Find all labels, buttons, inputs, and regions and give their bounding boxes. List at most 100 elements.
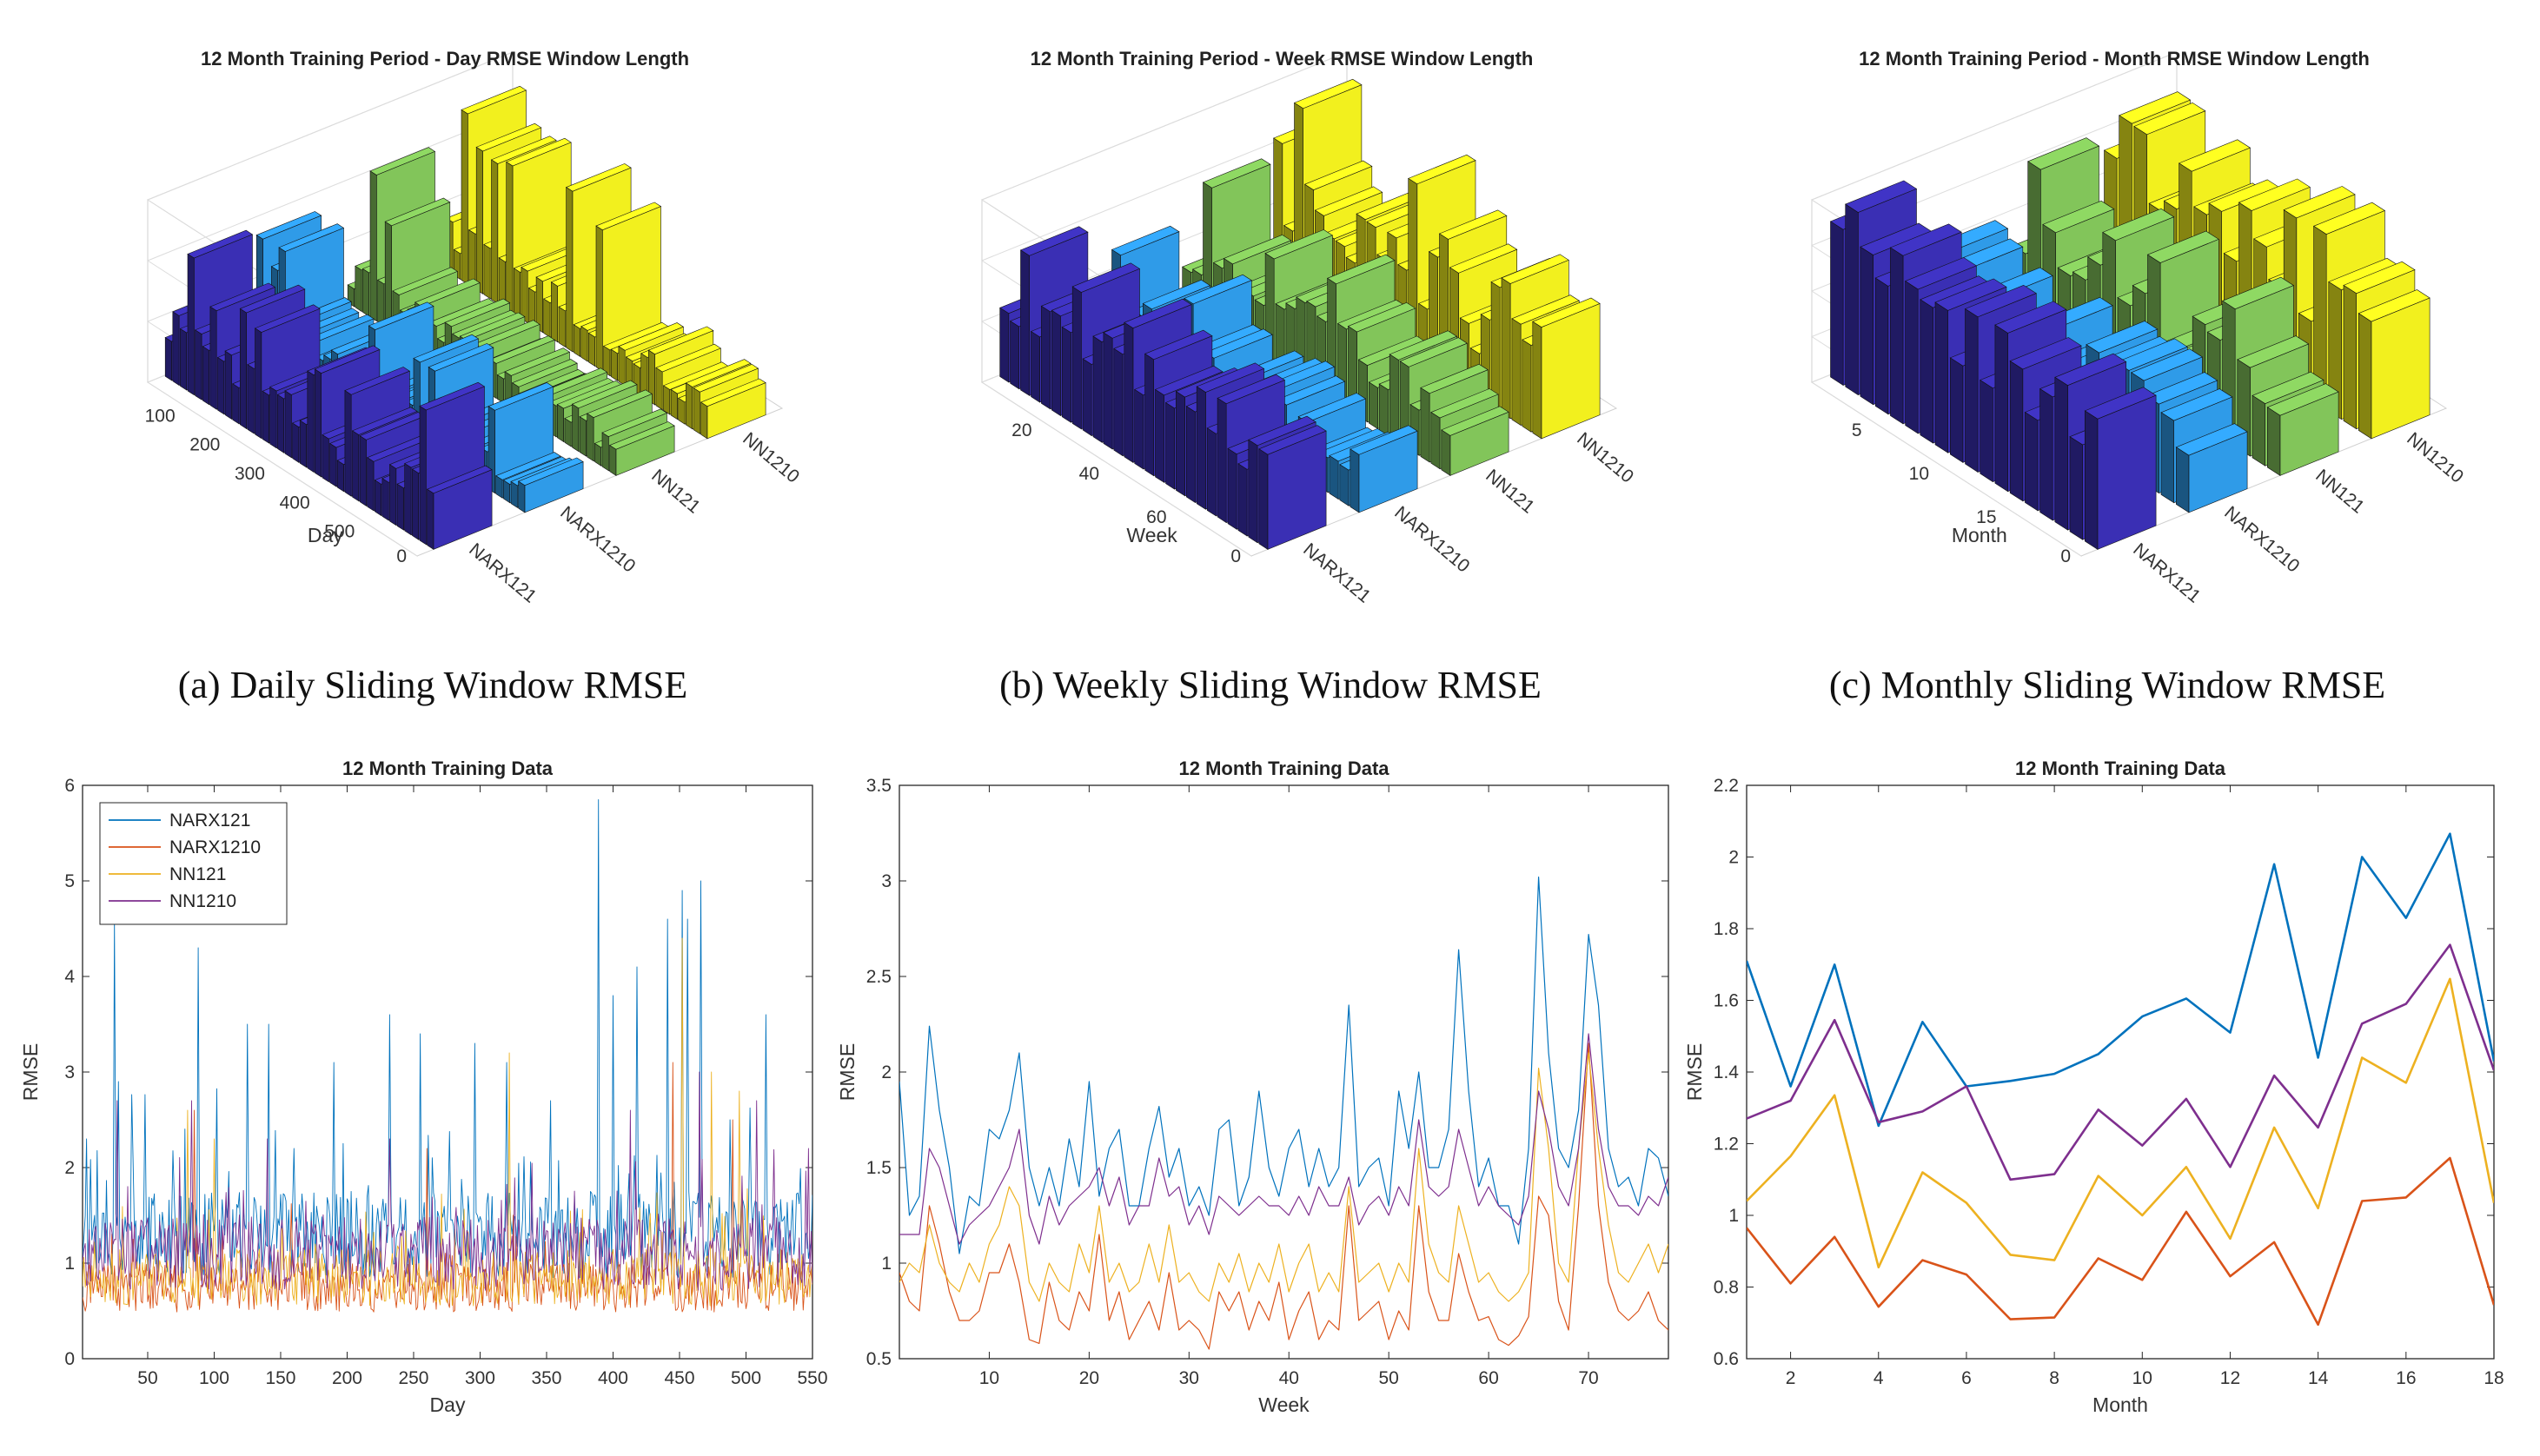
series-line-NARX1210 [1747, 1156, 2494, 1327]
bar [2266, 383, 2339, 476]
x-tick-label: 50 [137, 1368, 157, 1388]
bar [2358, 289, 2431, 440]
series-line-NARX1210 [83, 1062, 812, 1313]
x-tick-label: 14 [2308, 1368, 2329, 1388]
series-label: NARX121 [1299, 539, 1374, 607]
x-tick-label: 400 [280, 493, 310, 513]
z-tick-label: 0 [1230, 546, 1241, 566]
x-tick-label: 10 [2132, 1368, 2152, 1388]
x-tick-label: 40 [1079, 464, 1099, 484]
series-line-NN121 [83, 937, 812, 1307]
y-tick-label: 0.6 [1714, 1349, 1739, 1369]
series-label: NN1210 [1573, 428, 1637, 486]
series-label: NARX1210 [556, 502, 639, 576]
y-axis-label: RMSE [19, 1043, 42, 1101]
y-axis-label: RMSE [836, 1043, 859, 1101]
y-tick-label: 2.5 [866, 967, 892, 987]
x-tick-label: 100 [145, 406, 176, 426]
legend-entry: NN1210 [169, 891, 236, 911]
x-tick-label: 30 [1179, 1368, 1199, 1388]
caption-b: (b) Weekly Sliding Window RMSE [999, 664, 1542, 706]
series-label: NN121 [647, 466, 704, 518]
x-tick-label: 10 [1909, 464, 1929, 484]
x-tick-label: 100 [199, 1368, 229, 1388]
z-tick-label: 0 [396, 546, 407, 566]
x-tick-label: 200 [189, 435, 220, 455]
legend-entry: NARX121 [169, 811, 250, 831]
series-lines [899, 877, 1668, 1350]
x-axis-label: Week [1258, 1393, 1310, 1416]
y-tick-label: 2 [1728, 848, 1739, 868]
series-line-NN1210 [1747, 943, 2494, 1181]
z-tick-label: 0 [2060, 546, 2071, 566]
series-label: NARX121 [2129, 539, 2204, 607]
x-tick-label: 40 [1279, 1368, 1299, 1388]
bar [1258, 425, 1327, 550]
series-label: NARX121 [465, 539, 540, 607]
y-tick-label: 3 [64, 1062, 75, 1082]
x-tick-label: 4 [1873, 1368, 1884, 1388]
panel-e-line-chart-weekly: 0.5 1 1.5 2 2.5 3 3.5 10 20 30 40 50 60 70 12 Month Tr… [836, 758, 1669, 1416]
y-tick-label: 0.8 [1714, 1278, 1739, 1298]
series-line-NARX121 [899, 877, 1668, 1254]
series-label: NARX1210 [2220, 502, 2303, 576]
chart-title: 12 Month Training Data [1178, 758, 1389, 779]
panel-d-line-chart-daily: 0 1 2 3 4 5 6 50 100 150 200 250 300 350 400 450 500 550 1… [19, 758, 828, 1416]
bars [164, 85, 766, 550]
series-label: NN1210 [2403, 428, 2467, 486]
x-tick-label: 200 [332, 1368, 362, 1388]
x-tick-label: 150 [265, 1368, 295, 1388]
x-tick-label: 8 [2049, 1368, 2059, 1388]
panel-c-3d-bar-chart: 00.511.5212 Month Training Period - Mont… [1810, 48, 2467, 607]
x-tick-label: 550 [797, 1368, 827, 1388]
x-tick-label: 450 [664, 1368, 694, 1388]
series-line-NN121 [899, 1052, 1668, 1302]
series-lines [83, 799, 812, 1313]
x-axis-label: Month [2092, 1393, 2148, 1416]
y-tick-label: 1.5 [866, 1158, 892, 1178]
x-tick-label: 50 [1379, 1368, 1399, 1388]
y-tick-label: 2.2 [1714, 776, 1739, 796]
legend-entry: NARX1210 [169, 837, 261, 857]
x-tick-label: 20 [1011, 420, 1031, 440]
panel-f-line-chart-monthly: 0.6 0.8 1 1.2 1.4 1.6 1.8 2 2.2 2 4 6 8 10 12 14 16 18 12 … [1683, 758, 2504, 1416]
bar [2175, 423, 2248, 513]
x-axis-label: Week [1126, 524, 1177, 546]
y-axis-label: RMSE [1683, 1043, 1706, 1101]
x-tick-label: 70 [1578, 1368, 1598, 1388]
y-tick-label: 1.4 [1714, 1062, 1740, 1082]
series-line-NN1210 [83, 1071, 812, 1291]
bar [517, 457, 584, 513]
x-tick-label: 2 [1786, 1368, 1796, 1388]
panel-b-3d-bar-chart: 012312 Month Training Period - Week RMSE… [980, 48, 1637, 607]
y-tick-label: 1 [64, 1254, 75, 1274]
series-line-NN121 [1747, 977, 2494, 1269]
legend-entry: NN121 [169, 864, 226, 884]
bar [1350, 425, 1418, 513]
x-tick-label: 250 [398, 1368, 428, 1388]
x-tick-label: 350 [531, 1368, 561, 1388]
x-tick-label: 300 [235, 464, 265, 484]
y-tick-label: 2 [64, 1158, 75, 1178]
x-tick-label: 300 [465, 1368, 495, 1388]
series-line-NARX121 [1747, 832, 2494, 1128]
x-tick-label: 18 [2484, 1368, 2504, 1388]
y-tick-label: 1 [1728, 1206, 1739, 1226]
series-label: NARX1210 [1390, 502, 1473, 576]
plot-area [1746, 784, 2495, 1360]
bar [1532, 297, 1601, 440]
x-tick-label: 12 [2220, 1368, 2240, 1388]
x-tick-label: 16 [2396, 1368, 2416, 1388]
x-axis-label: Day [308, 524, 343, 546]
y-tick-label: 1 [881, 1254, 892, 1274]
x-axis-label: Month [1952, 524, 2007, 546]
chart-title: 12 Month Training Period - Day RMSE Wind… [201, 48, 689, 69]
x-tick-label: 6 [1961, 1368, 1972, 1388]
panel-a-3d-bar-chart: 024612 Month Training Period - Day RMSE … [145, 48, 803, 607]
series-line-NN1210 [899, 1033, 1668, 1245]
x-tick-label: 20 [1079, 1368, 1099, 1388]
series-label: NN121 [1482, 466, 1538, 518]
bar [2084, 387, 2157, 550]
x-tick-label: 500 [324, 522, 355, 542]
